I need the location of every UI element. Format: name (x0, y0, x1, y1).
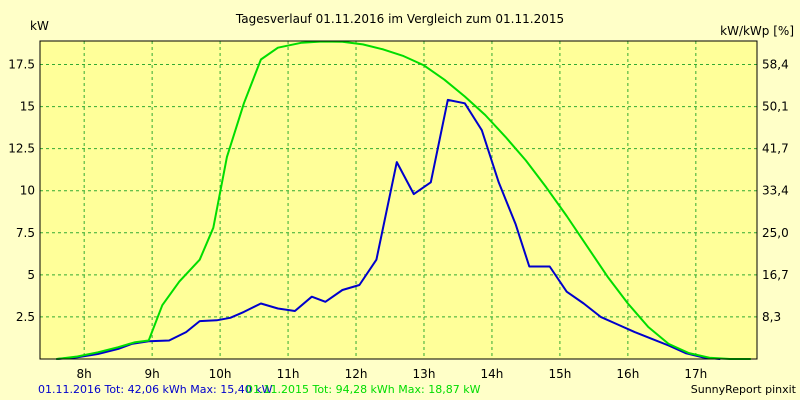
y-tick-left-label-1: 5 (27, 268, 35, 282)
x-tick-label-7: 15h (548, 367, 571, 381)
footer-credit: SunnyReport pinxit (691, 383, 797, 396)
plot-area (40, 41, 757, 359)
y-tick-left-label-3: 10 (20, 184, 35, 198)
x-tick-label-0: 8h (77, 367, 92, 381)
chart-title: Tagesverlauf 01.11.2016 im Vergleich zum… (235, 12, 564, 26)
plot-frame (39, 40, 758, 360)
x-tick-label-2: 10h (209, 367, 232, 381)
x-tick-label-8: 16h (616, 367, 639, 381)
y-tick-left-label-0: 2.5 (16, 310, 35, 324)
tick-labels: 8h 9h 10h 11h 12h 13h 14h 15h 16h 17h 2.5 5 7.5 10 12.… (8, 58, 788, 381)
y-axis-right-label: kW/kWp [%] (720, 24, 794, 38)
y-tick-right-label-3: 33,4 (762, 184, 789, 198)
legend-series-2015: 01.11.2015 Tot: 94,28 kWh Max: 18,87 kW (246, 383, 481, 396)
grid (40, 41, 757, 359)
x-tick-label-4: 12h (345, 367, 368, 381)
x-tick-label-1: 9h (145, 367, 160, 381)
y-tick-right-label-2: 25,0 (762, 226, 789, 240)
y-axis-left-label: kW (30, 19, 49, 33)
series-line-2016 (56, 98, 721, 360)
legend-series-2016: 01.11.2016 Tot: 42,06 kWh Max: 15,40 kW (38, 383, 273, 396)
y-tick-right-label-0: 8,3 (762, 310, 781, 324)
y-tick-right-label-5: 50,1 (762, 100, 789, 114)
y-tick-left-label-2: 7.5 (16, 226, 35, 240)
y-tick-left-label-6: 17.5 (8, 58, 35, 72)
x-tick-label-9: 17h (684, 367, 707, 381)
x-tick-label-6: 14h (481, 367, 504, 381)
x-tick-label-3: 11h (277, 367, 300, 381)
y-tick-right-label-1: 16,7 (762, 268, 789, 282)
y-tick-right-label-4: 41,7 (762, 142, 789, 156)
y-tick-left-label-5: 15 (20, 100, 35, 114)
series-layer (56, 40, 752, 360)
x-tick-label-5: 13h (413, 367, 436, 381)
y-tick-right-label-6: 58,4 (762, 58, 789, 72)
y-tick-left-label-4: 12.5 (8, 142, 35, 156)
series-line-2015 (56, 40, 752, 360)
